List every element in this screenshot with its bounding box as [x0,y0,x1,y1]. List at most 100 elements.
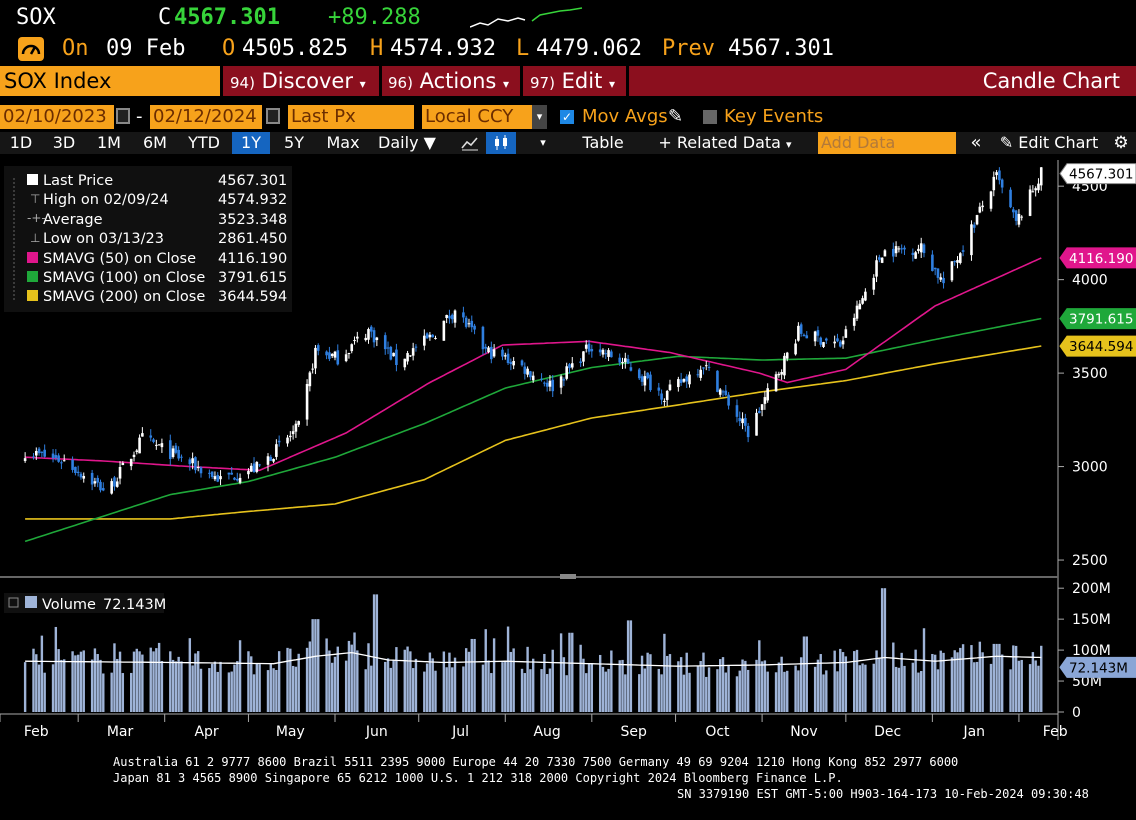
volume-bar [492,638,496,712]
mov-avgs-checkbox[interactable]: ✓ [560,110,574,124]
gear-icon[interactable]: ⚙ [1113,133,1129,153]
legend-value: 4567.301 [218,173,287,189]
candle-body [758,410,761,414]
chart-style-dropdown-icon[interactable]: ▾ [540,136,546,149]
volume-bar [1028,664,1032,712]
actions-menu[interactable]: 96) Actions ▾ [388,66,509,96]
volume-bar [973,662,976,712]
volume-bar [638,674,641,712]
calendar-icon[interactable] [266,108,280,124]
period-1y[interactable]: 1Y [232,132,270,154]
volume-bar [213,661,217,712]
volume-bar [423,671,426,712]
candle-body [922,244,926,254]
volume-bar [640,655,644,712]
volume-bar [721,657,725,712]
legend-background [4,166,292,312]
volume-bar [116,658,119,712]
candle-body [702,367,705,369]
candle-body [738,417,742,422]
start-date-input[interactable]: 02/10/2023 [0,105,114,129]
period-6m[interactable]: 6M [143,133,167,152]
expand-icon[interactable] [8,597,19,608]
candle-body [551,379,555,392]
candle-body [445,314,448,319]
period-3d[interactable]: 3D [52,133,76,152]
volume-bar [32,648,35,712]
volume-bar [294,666,298,712]
currency-dropdown-icon[interactable]: ▾ [532,105,547,129]
security-field[interactable]: SOX Index [0,66,220,96]
candle-body [598,349,602,353]
price-marker [1059,163,1136,185]
volume-bar [445,667,448,712]
edit-chart-button[interactable]: ✎ Edit Chart [994,132,1104,154]
discover-menu[interactable]: 94) Discover ▾ [230,66,366,96]
candle-body [665,390,669,400]
volume-bar [462,666,465,712]
volume-bar [794,665,797,712]
volume-bar [414,658,418,712]
add-data-input[interactable]: Add Data [818,132,956,154]
candle-body [953,261,957,263]
candle-body [76,471,80,474]
volume-bar [233,664,236,712]
volume-bar [311,619,314,712]
volume-bar [604,671,607,712]
pane-resize-handle[interactable] [560,574,576,579]
candle-body [34,450,38,456]
candle-body [763,397,767,404]
candle-chart-icon[interactable] [486,132,516,154]
candle-body [520,360,524,366]
volume-bar [149,647,152,712]
period-5y[interactable]: 5Y [284,133,304,152]
table-button[interactable]: Table [582,133,624,152]
candle-body [919,243,923,253]
candle-body [649,374,652,391]
candle-body [878,257,881,260]
pencil-icon[interactable]: ✎ [668,106,684,127]
candle-body [138,437,141,454]
volume-bar [746,669,750,712]
candle-body [272,459,275,462]
candle-body [903,247,906,250]
period-1d[interactable]: 1D [9,133,33,152]
x-tick-label: Dec [874,724,901,740]
volume-bar [897,667,901,712]
candle-body [1014,210,1018,221]
candle-body [367,329,370,340]
related-data-button[interactable]: + Related Data ▾ [650,132,800,154]
legend-swatch-last [27,174,38,185]
edit-menu[interactable]: 97) Edit ▾ [530,66,615,96]
volume-bar [43,672,46,712]
volume-bar [618,660,621,712]
volume-bar [403,649,406,712]
gauge-icon [18,37,44,61]
candle-body [526,368,529,375]
calendar-icon[interactable] [116,108,130,124]
candle-body [956,260,959,263]
period-ytd[interactable]: YTD [188,133,220,152]
candle-body [587,343,591,352]
key-events-checkbox[interactable] [703,110,717,124]
candle-body [210,471,214,477]
candle-body [411,348,415,356]
line-chart-icon[interactable] [456,132,484,154]
volume-bar [487,660,490,712]
candle-body [171,448,175,457]
volume-bar [621,659,624,712]
field-select[interactable]: Last Px [288,105,414,129]
volume-bar [961,644,965,712]
period-1m[interactable]: 1M [97,133,121,152]
candle-body [629,367,633,371]
frequency-select[interactable]: Daily ▼ [370,132,444,154]
candle-body [453,310,457,323]
volume-bar [275,669,278,712]
end-date-input[interactable]: 02/12/2024 [150,105,262,129]
period-max[interactable]: Max [326,133,360,152]
volume-bar [96,654,99,712]
collapse-icon[interactable]: « [970,132,982,153]
currency-select[interactable]: Local CCY [422,105,532,129]
volume-bar [727,665,730,712]
